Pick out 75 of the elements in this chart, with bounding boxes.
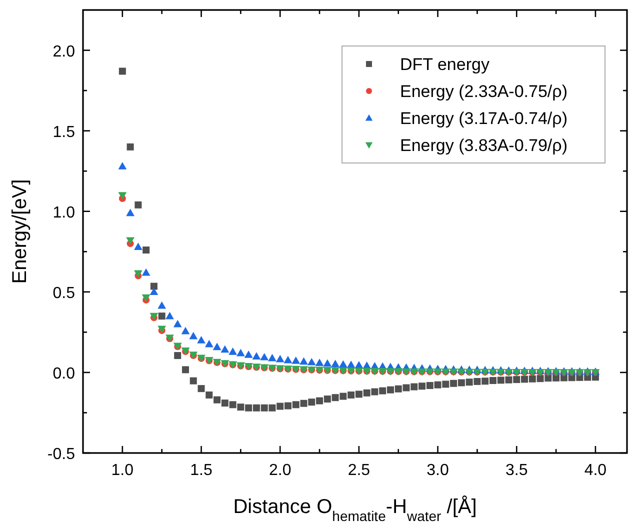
point	[434, 381, 442, 388]
point	[466, 378, 473, 386]
point	[474, 378, 481, 385]
point	[276, 402, 284, 410]
point	[410, 383, 418, 390]
point	[142, 246, 150, 254]
y-tick-label: 1.5	[52, 124, 76, 141]
point	[560, 374, 568, 382]
point	[363, 389, 370, 396]
point	[174, 352, 182, 360]
point	[126, 143, 134, 150]
point	[316, 397, 324, 404]
point	[394, 385, 402, 392]
legend-label: Energy (2.33A-0.75/ρ)	[400, 82, 568, 101]
point	[489, 377, 496, 384]
point	[237, 404, 244, 411]
point	[528, 375, 536, 382]
point	[324, 396, 331, 403]
point	[355, 390, 362, 398]
point	[497, 376, 504, 384]
point	[206, 392, 213, 399]
point	[505, 376, 512, 384]
point	[348, 392, 355, 399]
point	[426, 382, 434, 390]
point	[332, 394, 339, 402]
x-tick-label: 3.5	[506, 462, 528, 479]
x-tick-label: 1.5	[190, 462, 212, 479]
point	[190, 377, 197, 384]
point	[292, 401, 300, 408]
point	[198, 385, 205, 392]
legend-label: Energy (3.83A-0.79/ρ)	[400, 136, 568, 155]
y-tick-label: -0.5	[47, 446, 76, 463]
point	[450, 380, 458, 387]
point	[229, 401, 236, 408]
point	[221, 400, 228, 407]
x-tick-label: 4.0	[584, 462, 607, 479]
y-tick-label: 1.0	[52, 204, 76, 222]
point	[214, 396, 221, 404]
point	[544, 374, 552, 382]
point	[379, 387, 386, 394]
point	[300, 400, 308, 407]
y-axis-title: Energy/[eV]	[9, 179, 31, 284]
x-tick-label: 2.5	[348, 462, 370, 479]
y-tick-label: 0.0	[52, 365, 76, 382]
point	[371, 388, 378, 396]
x-tick-label: 2.0	[268, 462, 292, 479]
y-tick-label: 0.5	[52, 284, 76, 302]
point	[245, 404, 252, 412]
x-axis-title: Distance O$_{hematite}$-H$_{water}$ /[Å]	[233, 495, 477, 524]
point	[118, 68, 126, 75]
y-tick-label: 2.0	[52, 43, 76, 60]
point	[134, 201, 142, 208]
point	[150, 282, 158, 290]
point	[308, 398, 316, 406]
point	[284, 402, 292, 410]
point	[482, 378, 489, 385]
point	[513, 376, 520, 384]
point	[158, 312, 166, 320]
point	[260, 404, 268, 412]
point	[386, 386, 394, 394]
point	[552, 374, 560, 382]
legend-label: DFT energy	[400, 55, 490, 74]
point	[182, 366, 189, 374]
point	[268, 404, 276, 412]
point	[418, 382, 426, 390]
legend-label: Energy (3.17A-0.74/ρ)	[400, 109, 568, 128]
x-tick-label: 1.0	[111, 462, 134, 479]
point	[442, 380, 450, 388]
point	[458, 379, 465, 386]
point	[252, 404, 260, 412]
x-tick-label: 3.0	[426, 462, 449, 479]
point	[536, 375, 544, 382]
point	[521, 376, 528, 383]
point	[402, 384, 410, 392]
point	[340, 392, 347, 400]
